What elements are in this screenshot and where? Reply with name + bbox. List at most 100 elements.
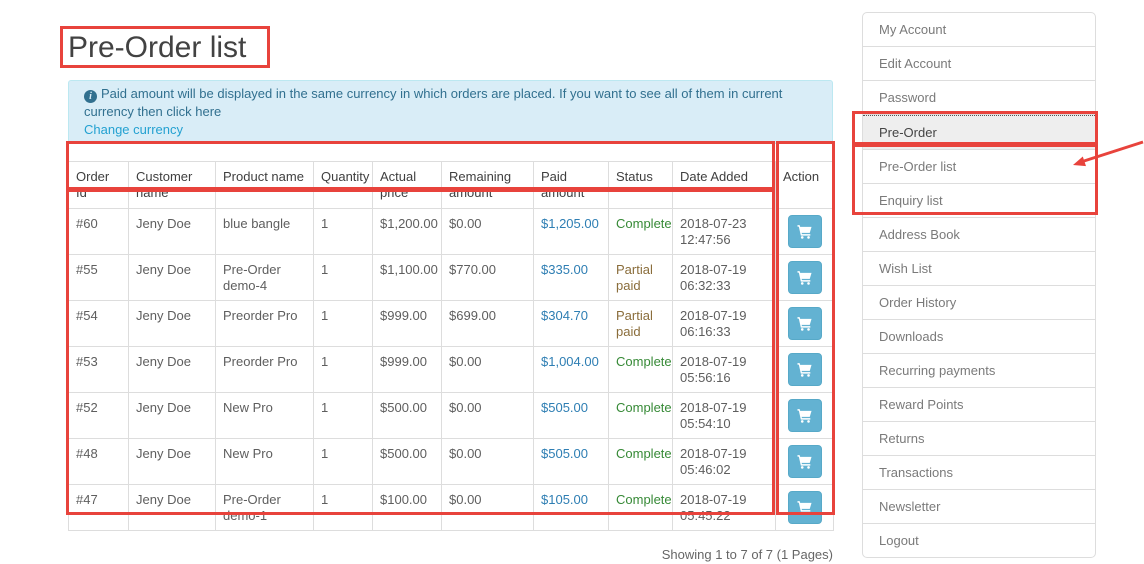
cell-status: Complete — [608, 484, 673, 531]
cell-date-added: 2018-07-19 06:32:33 — [672, 254, 776, 301]
cell-status: Complete — [608, 346, 673, 393]
add-to-cart-button[interactable] — [787, 353, 822, 386]
cell-date-added: 2018-07-19 05:45:22 — [672, 484, 776, 531]
sidebar-item-address-book[interactable]: Address Book — [863, 218, 1095, 252]
cell-actual-price: $500.00 — [372, 438, 442, 485]
shopping-cart-icon — [797, 409, 812, 423]
preorder-table: Order Id Customer name Product name Quantit… — [68, 161, 834, 531]
cell-order-id: #48 — [68, 438, 129, 485]
column-header-order-id: Order Id — [68, 161, 129, 209]
sidebar-item-wish-list[interactable]: Wish List — [863, 252, 1095, 286]
sidebar-item-recurring-payments[interactable]: Recurring payments — [863, 354, 1095, 388]
sidebar-item-newsletter[interactable]: Newsletter — [863, 490, 1095, 524]
add-to-cart-button[interactable] — [787, 307, 822, 340]
cell-paid-amount[interactable]: $505.00 — [533, 392, 609, 439]
cell-product-name: Preorder Pro — [215, 346, 314, 393]
cell-actual-price: $100.00 — [372, 484, 442, 531]
sidebar-item-transactions[interactable]: Transactions — [863, 456, 1095, 490]
cell-quantity: 1 — [313, 346, 373, 393]
cell-product-name: Pre-Order demo-1 — [215, 484, 314, 531]
shopping-cart-icon — [797, 271, 812, 285]
column-header-quantity: Quantity — [313, 161, 373, 209]
cell-quantity: 1 — [313, 254, 373, 301]
cell-order-id: #54 — [68, 300, 129, 347]
shopping-cart-icon — [797, 501, 812, 515]
page-title: Pre-Order list — [68, 31, 247, 64]
sidebar-item-order-history[interactable]: Order History — [863, 286, 1095, 320]
cell-action — [775, 254, 834, 301]
cell-order-id: #60 — [68, 208, 129, 255]
cell-product-name: Pre-Order demo-4 — [215, 254, 314, 301]
column-header-product-name: Product name — [215, 161, 314, 209]
cell-actual-price: $1,200.00 — [372, 208, 442, 255]
info-icon: i — [84, 90, 97, 103]
column-header-action: Action — [775, 161, 834, 209]
cell-customer-name: Jeny Doe — [128, 254, 216, 301]
cell-quantity: 1 — [313, 300, 373, 347]
table-row: #48 Jeny Doe New Pro 1 $500.00 $0.00 $50… — [68, 438, 834, 485]
cell-order-id: #52 — [68, 392, 129, 439]
table-body: #60 Jeny Doe blue bangle 1 $1,200.00 $0.… — [68, 208, 834, 531]
table-row: #53 Jeny Doe Preorder Pro 1 $999.00 $0.0… — [68, 346, 834, 393]
shopping-cart-icon — [797, 317, 812, 331]
cell-date-added: 2018-07-19 05:54:10 — [672, 392, 776, 439]
cell-remaining-amount: $699.00 — [441, 300, 534, 347]
column-header-paid-amount: Paid amount — [533, 161, 609, 209]
sidebar-item-edit-account[interactable]: Edit Account — [863, 47, 1095, 81]
cell-paid-amount[interactable]: $1,004.00 — [533, 346, 609, 393]
sidebar-item-pre-order-list[interactable]: Pre-Order list — [863, 150, 1095, 184]
cell-action — [775, 484, 834, 531]
cell-customer-name: Jeny Doe — [128, 392, 216, 439]
sidebar-item-logout[interactable]: Logout — [879, 533, 919, 548]
cell-action — [775, 346, 834, 393]
cell-quantity: 1 — [313, 438, 373, 485]
cell-quantity: 1 — [313, 392, 373, 439]
cell-remaining-amount: $0.00 — [441, 484, 534, 531]
cell-paid-amount[interactable]: $505.00 — [533, 438, 609, 485]
cell-remaining-amount: $0.00 — [441, 208, 534, 255]
cell-actual-price: $999.00 — [372, 300, 442, 347]
add-to-cart-button[interactable] — [787, 261, 822, 294]
add-to-cart-button[interactable] — [787, 399, 822, 432]
cell-date-added: 2018-07-19 05:46:02 — [672, 438, 776, 485]
cell-customer-name: Jeny Doe — [128, 484, 216, 531]
table-row: #60 Jeny Doe blue bangle 1 $1,200.00 $0.… — [68, 208, 834, 255]
sidebar-item-downloads[interactable]: Downloads — [863, 320, 1095, 354]
shopping-cart-icon — [797, 363, 812, 377]
column-header-actual-price: Actual price — [372, 161, 442, 209]
cell-status: Partial paid — [608, 254, 673, 301]
sidebar-item-returns[interactable]: Returns — [863, 422, 1095, 456]
cell-paid-amount[interactable]: $304.70 — [533, 300, 609, 347]
column-header-customer-name: Customer name — [128, 161, 216, 209]
info-alert-text: Paid amount will be displayed in the sam… — [84, 86, 783, 119]
cell-paid-amount[interactable]: $105.00 — [533, 484, 609, 531]
cell-customer-name: Jeny Doe — [128, 208, 216, 255]
cell-paid-amount[interactable]: $335.00 — [533, 254, 609, 301]
cell-action — [775, 392, 834, 439]
cell-paid-amount[interactable]: $1,205.00 — [533, 208, 609, 255]
cell-remaining-amount: $0.00 — [441, 438, 534, 485]
sidebar-item-password[interactable]: Password — [863, 81, 1095, 115]
cell-customer-name: Jeny Doe — [128, 438, 216, 485]
column-header-remaining-amount: Remaining amount — [441, 161, 534, 209]
add-to-cart-button[interactable] — [787, 491, 822, 524]
cell-quantity: 1 — [313, 484, 373, 531]
info-alert-text-line: i Paid amount will be displayed in the sa… — [84, 85, 817, 121]
add-to-cart-button[interactable] — [787, 445, 822, 478]
cell-customer-name: Jeny Doe — [128, 346, 216, 393]
cell-product-name: Preorder Pro — [215, 300, 314, 347]
cell-actual-price: $500.00 — [372, 392, 442, 439]
table-row: #47 Jeny Doe Pre-Order demo-1 1 $100.00 … — [68, 484, 834, 531]
column-header-status: Status — [608, 161, 673, 209]
sidebar-item-reward-points[interactable]: Reward Points — [863, 388, 1095, 422]
cell-remaining-amount: $0.00 — [441, 392, 534, 439]
sidebar-item-enquiry-list[interactable]: Enquiry list — [863, 184, 1095, 218]
info-alert: i Paid amount will be displayed in the sa… — [68, 80, 833, 144]
cell-action — [775, 438, 834, 485]
sidebar-item-pre-order[interactable]: Pre-Order — [863, 115, 1095, 150]
sidebar-item-my-account[interactable]: My Account — [863, 13, 1095, 47]
change-currency-link[interactable]: Change currency — [84, 122, 183, 137]
cell-quantity: 1 — [313, 208, 373, 255]
add-to-cart-button[interactable] — [787, 215, 822, 248]
